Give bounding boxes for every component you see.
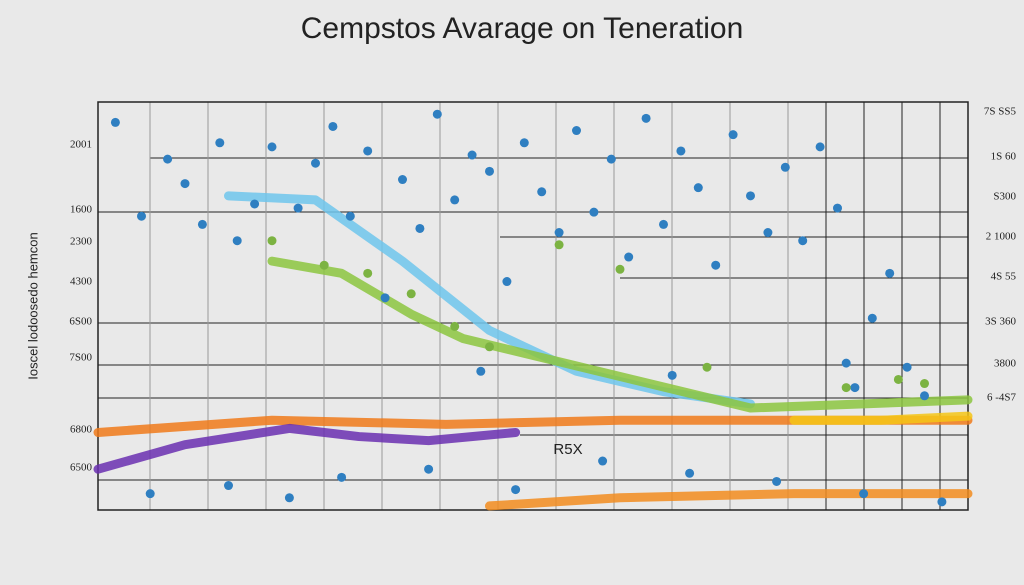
point [224,481,233,491]
y-axis-label: Ioscel lodoosedo hemcon [25,232,40,379]
point [319,260,329,270]
point [293,203,303,213]
point [467,150,477,160]
point [311,158,320,168]
left-label: 4300 [70,276,93,288]
point [197,219,207,229]
point [667,370,677,380]
point [145,489,155,499]
point [537,187,547,197]
point [798,236,808,246]
right-label: 7S SS5 [984,106,1017,118]
point [641,113,651,123]
point [772,476,782,486]
point [476,366,486,376]
right-label: 2 1000 [986,231,1017,243]
point [406,289,416,299]
point [511,485,521,495]
point [485,166,494,176]
point [363,268,373,278]
point [554,228,564,238]
point [284,493,294,503]
point [137,211,146,221]
point [589,207,599,217]
point [780,162,790,172]
left-label: 2001 [70,139,92,151]
trend-line [93,423,521,474]
point [867,313,877,323]
point [763,228,773,238]
point [232,236,242,246]
point [693,183,703,193]
point [841,358,851,368]
right-label: 1S 60 [991,151,1017,163]
plot-frame [97,101,969,511]
point [250,199,260,209]
point [728,130,738,140]
point [685,468,695,478]
left-label: 6800 [70,424,93,436]
point [598,456,608,466]
right-label: 3S 360 [985,316,1016,328]
point [485,342,494,352]
left-label: 6500 [70,462,93,474]
point [110,117,120,127]
point [398,175,407,185]
point [659,219,668,229]
point [615,264,625,274]
point [833,203,842,213]
point [215,138,225,148]
point [885,268,895,278]
chart-title: Cempstos Avarage on Teneration [301,12,744,45]
point [267,142,277,152]
point [920,379,929,389]
right-label: 6 -4S7 [987,392,1017,404]
point [815,142,825,152]
left-label: 1600 [70,204,93,216]
point [328,121,338,131]
left-label: 2300 [70,236,93,248]
point [363,146,373,156]
point [893,374,903,384]
annotation: R5X [553,441,582,458]
point [345,211,355,221]
point [746,191,755,201]
point [902,362,912,372]
point [572,126,581,136]
point [676,146,686,156]
point [432,109,442,119]
right-label: S300 [993,191,1016,203]
right-label: 3800 [994,358,1017,370]
point [841,383,851,393]
point [624,252,634,262]
point [424,464,434,474]
point [937,497,947,507]
point [502,277,512,287]
trend-line [789,411,973,425]
trend-line [485,489,973,511]
point [702,362,712,372]
right-label: 4S 55 [991,271,1017,283]
point [859,489,869,499]
point [163,154,173,164]
point [337,472,347,482]
point [267,236,277,246]
point [519,138,529,148]
point [180,179,190,189]
left-label: 6S00 [69,316,92,328]
point [415,223,425,233]
point [920,391,929,401]
point [380,293,390,303]
point [554,240,564,250]
point [711,260,721,270]
trend-line [267,256,973,413]
left-label: 7S00 [69,352,92,364]
point [606,154,616,164]
point [850,383,860,393]
point [450,321,460,331]
point [450,195,460,205]
trend-line [224,191,755,409]
